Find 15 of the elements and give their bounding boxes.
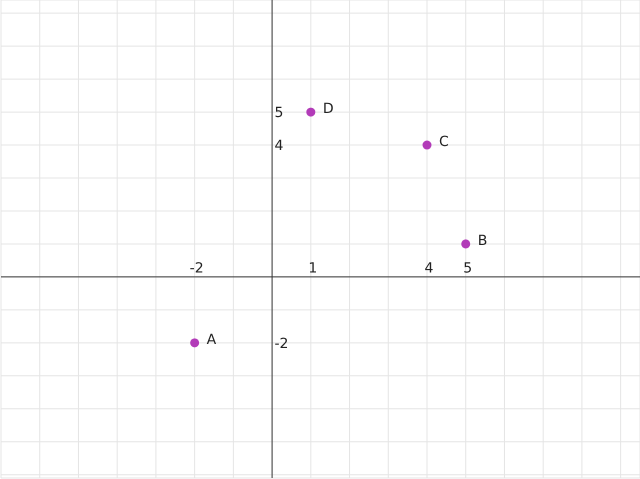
y-tick-label: 4	[274, 138, 284, 154]
annotation: B	[478, 232, 488, 249]
x-tick-label: -2	[190, 260, 204, 276]
annotation: D	[322, 101, 334, 118]
point	[461, 239, 470, 248]
x-tick-label: 5	[463, 260, 472, 276]
x-tick-label: 4	[424, 260, 434, 276]
point	[190, 338, 200, 348]
y-tick-label: -2	[274, 336, 288, 352]
x-tick-label: 1	[308, 260, 318, 276]
annotation: A	[206, 332, 217, 348]
y-tick-label: 5	[274, 105, 284, 122]
point	[306, 108, 316, 117]
annotation: C	[439, 134, 449, 150]
point	[422, 140, 432, 150]
